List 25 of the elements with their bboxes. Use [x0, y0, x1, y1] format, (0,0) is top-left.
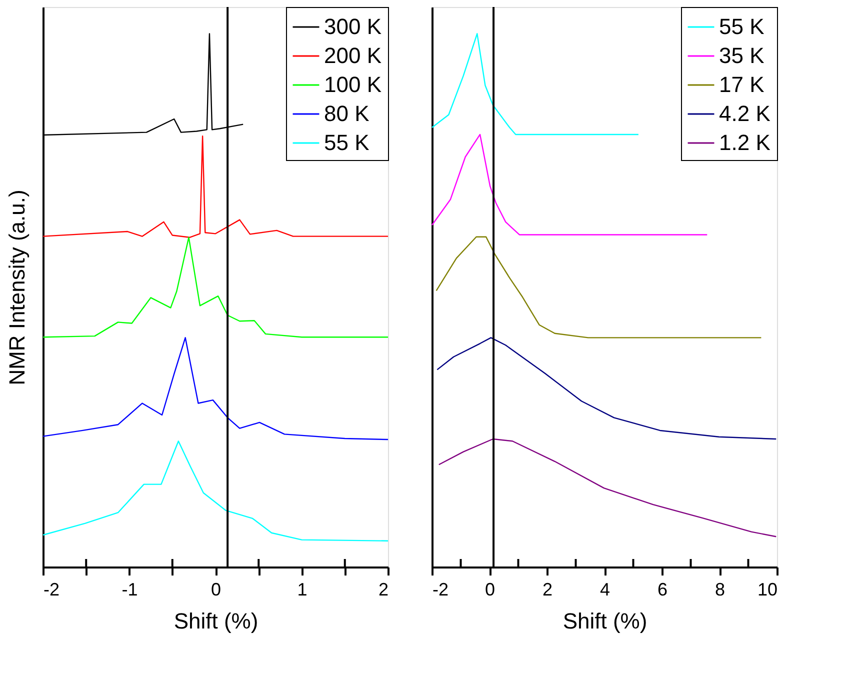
x-tick-label: 8: [714, 580, 726, 600]
legend-label: 17 K: [719, 72, 765, 97]
legend-label: 300 K: [324, 14, 382, 39]
x-tick-label: 0: [484, 580, 496, 600]
legend-label: 100 K: [324, 72, 382, 97]
x-tick-label: 2: [542, 580, 553, 600]
x-tick-label: 4: [600, 580, 610, 600]
x-tick-label: 10: [757, 580, 778, 600]
legend-label: 200 K: [324, 43, 382, 68]
legend-label: 35 K: [719, 43, 765, 68]
legend-label: 1.2 K: [719, 130, 771, 155]
x-tick-label: -1: [122, 580, 138, 600]
legend-label: 4.2 K: [719, 101, 771, 126]
x-tick-label: 1: [297, 580, 308, 600]
x-tick-label: -2: [432, 580, 449, 600]
x-tick-label: -2: [44, 580, 60, 600]
legend-label: 55 K: [324, 130, 370, 155]
x-axis-title: Shift (%): [174, 608, 258, 634]
legend-label: 55 K: [719, 14, 765, 39]
y-axis-title: NMR Intensity (a.u.): [4, 190, 30, 386]
x-tick-label: 0: [210, 580, 222, 600]
x-tick-label: 2: [378, 580, 388, 600]
x-axis-title: Shift (%): [562, 608, 648, 634]
legend-label: 80 K: [324, 101, 370, 126]
x-tick-label: 6: [657, 580, 668, 600]
